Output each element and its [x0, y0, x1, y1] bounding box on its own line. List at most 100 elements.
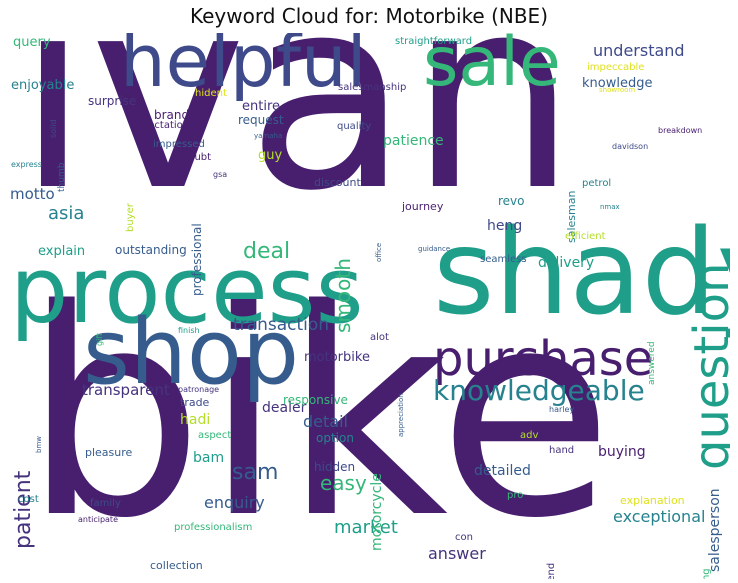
cloud-word-exceptional: exceptional	[613, 507, 706, 526]
cloud-word-understand: understand	[593, 41, 685, 60]
cloud-word-efficient: efficient	[565, 231, 606, 242]
cloud-word-motorbike: motorbike	[304, 350, 370, 365]
cloud-word-hand: hand	[549, 445, 575, 456]
cloud-word-pro: pro	[507, 490, 524, 501]
cloud-word-surprise: surprise	[88, 94, 137, 108]
cloud-word-patient: patient	[11, 470, 36, 549]
cloud-word-bike: bike	[23, 249, 614, 579]
cloud-word-hadi: hadi	[180, 412, 211, 428]
cloud-word-detail: detail	[303, 412, 348, 431]
cloud-word-sale: sale	[423, 33, 561, 102]
cloud-word-impeccable: impeccable	[587, 62, 645, 73]
cloud-word-harley: harley	[549, 405, 575, 414]
cloud-word-deal: deal	[243, 239, 291, 264]
cloud-word-hidden: hidden	[314, 460, 356, 474]
cloud-word-con: con	[455, 532, 473, 543]
cloud-word-pleasure: pleasure	[85, 446, 133, 459]
cloud-word-query: query	[13, 35, 51, 50]
cloud-word-question: question	[684, 262, 730, 470]
cloud-word-answered: answered	[647, 341, 657, 385]
cloud-word-expectation: expectation	[130, 120, 190, 131]
cloud-word-heng: heng	[487, 218, 523, 234]
cloud-word-breakdown: breakdown	[658, 126, 703, 135]
cloud-word-bmw: bmw	[35, 436, 43, 453]
cloud-word-bam: bam	[193, 450, 225, 466]
cloud-word-aspect: aspect	[198, 430, 232, 441]
cloud-word-transparent: transparent	[82, 381, 170, 399]
cloud-word-hident: hident	[195, 88, 227, 99]
cloud-word-motto: motto	[10, 185, 55, 203]
cloud-word-explanation: explanation	[620, 494, 685, 507]
cloud-word-adv: adv	[520, 430, 539, 441]
cloud-word-friend: friend	[546, 562, 557, 579]
cloud-word-patience: patience	[383, 133, 444, 149]
cloud-word-cost: cost	[18, 494, 39, 505]
cloud-word-enjoyable: enjoyable	[11, 78, 75, 93]
cloud-word-salesperson: salesperson	[707, 488, 723, 572]
cloud-word-shady: shady	[433, 203, 730, 341]
cloud-word-ivan: ivan	[16, 33, 577, 249]
cloud-word-express: express	[11, 160, 42, 169]
cloud-word-process: process	[10, 237, 364, 344]
cloud-word-guy: guy	[258, 148, 283, 163]
cloud-word-appreciation: appreciation	[397, 393, 405, 437]
cloud-word-knowledgeable: knowledgeable	[433, 374, 645, 407]
cloud-word-seamless: seamless	[480, 254, 527, 265]
cloud-word-gsa: gsa	[213, 170, 228, 179]
cloud-word-helpful: helpful	[120, 33, 367, 103]
cloud-word-sam: sam	[232, 460, 279, 485]
cloud-word-trade: trade	[180, 396, 210, 409]
cloud-word-buyer: buyer	[125, 203, 136, 232]
cloud-word-family: family	[90, 498, 121, 509]
cloud-word-davidson: davidson	[612, 142, 649, 151]
cloud-word-asia: asia	[48, 203, 85, 224]
cloud-word-professional: professional	[190, 223, 204, 296]
cloud-word-outstanding: outstanding	[115, 243, 187, 257]
chart-title: Keyword Cloud for: Motorbike (NBE)	[189, 4, 548, 28]
cloud-word-delivery: delivery	[538, 255, 595, 271]
cloud-word-journey: journey	[402, 200, 444, 213]
cloud-word-transaction: transaction	[233, 315, 330, 335]
cloud-word-straightforward: straightforward	[395, 36, 473, 47]
word-cloud: ivanbikeshady process helpful shop sale purch…	[8, 33, 730, 579]
cloud-word-professionalism: professionalism	[174, 522, 253, 533]
cloud-word-option: option	[316, 431, 354, 445]
cloud-word-salesmanship: salesmanship	[338, 82, 407, 93]
cloud-word-entire: entire	[242, 99, 281, 114]
cloud-word-explain: explain	[38, 244, 86, 259]
cloud-word-brand: brand	[154, 108, 190, 122]
cloud-word-thumb: thumb	[57, 162, 67, 192]
cloud-word-patronage: patronage	[178, 385, 220, 394]
cloud-word-detailed: detailed	[474, 463, 531, 479]
cloud-word-office: office	[375, 242, 383, 262]
cloud-word-nmax: nmax	[600, 203, 620, 211]
cloud-word-finish: finish	[178, 326, 200, 335]
cloud-word-doubt: doubt	[182, 152, 212, 163]
cloud-word-responsive: responsive	[283, 393, 348, 407]
cloud-word-gift: gift	[95, 332, 104, 346]
cloud-word-showroom: showroom	[599, 86, 636, 94]
cloud-word-buying: buying	[598, 444, 646, 460]
cloud-word-alot: alot	[370, 332, 389, 343]
cloud-word-purchase: purchase	[433, 331, 654, 387]
cloud-word-smooth: smooth	[331, 258, 355, 333]
cloud-word-solid: solid	[49, 119, 58, 138]
cloud-word-revo: revo	[498, 194, 525, 208]
cloud-word-anticipate: anticipate	[78, 515, 118, 524]
cloud-word-guidance: guidance	[418, 245, 451, 253]
cloud-word-rating: rating	[701, 568, 712, 579]
cloud-word-answer: answer	[428, 544, 486, 563]
cloud-word-market: market	[334, 517, 398, 538]
cloud-word-shop: shop	[83, 300, 300, 405]
cloud-word-knowledge: knowledge	[582, 76, 653, 91]
cloud-word-easy: easy	[320, 471, 367, 495]
cloud-word-yamaha: yamaha	[254, 132, 283, 140]
cloud-word-impressed: impressed	[153, 139, 205, 150]
cloud-word-collection: collection	[150, 559, 203, 572]
cloud-word-dealer: dealer	[262, 400, 307, 416]
cloud-word-enquiry: enquiry	[204, 493, 265, 512]
cloud-word-quality: quality	[337, 121, 372, 132]
cloud-word-request: request	[238, 113, 284, 127]
cloud-word-motorcycle: motorcycle	[369, 473, 385, 551]
cloud-word-discount: discount	[314, 176, 361, 189]
